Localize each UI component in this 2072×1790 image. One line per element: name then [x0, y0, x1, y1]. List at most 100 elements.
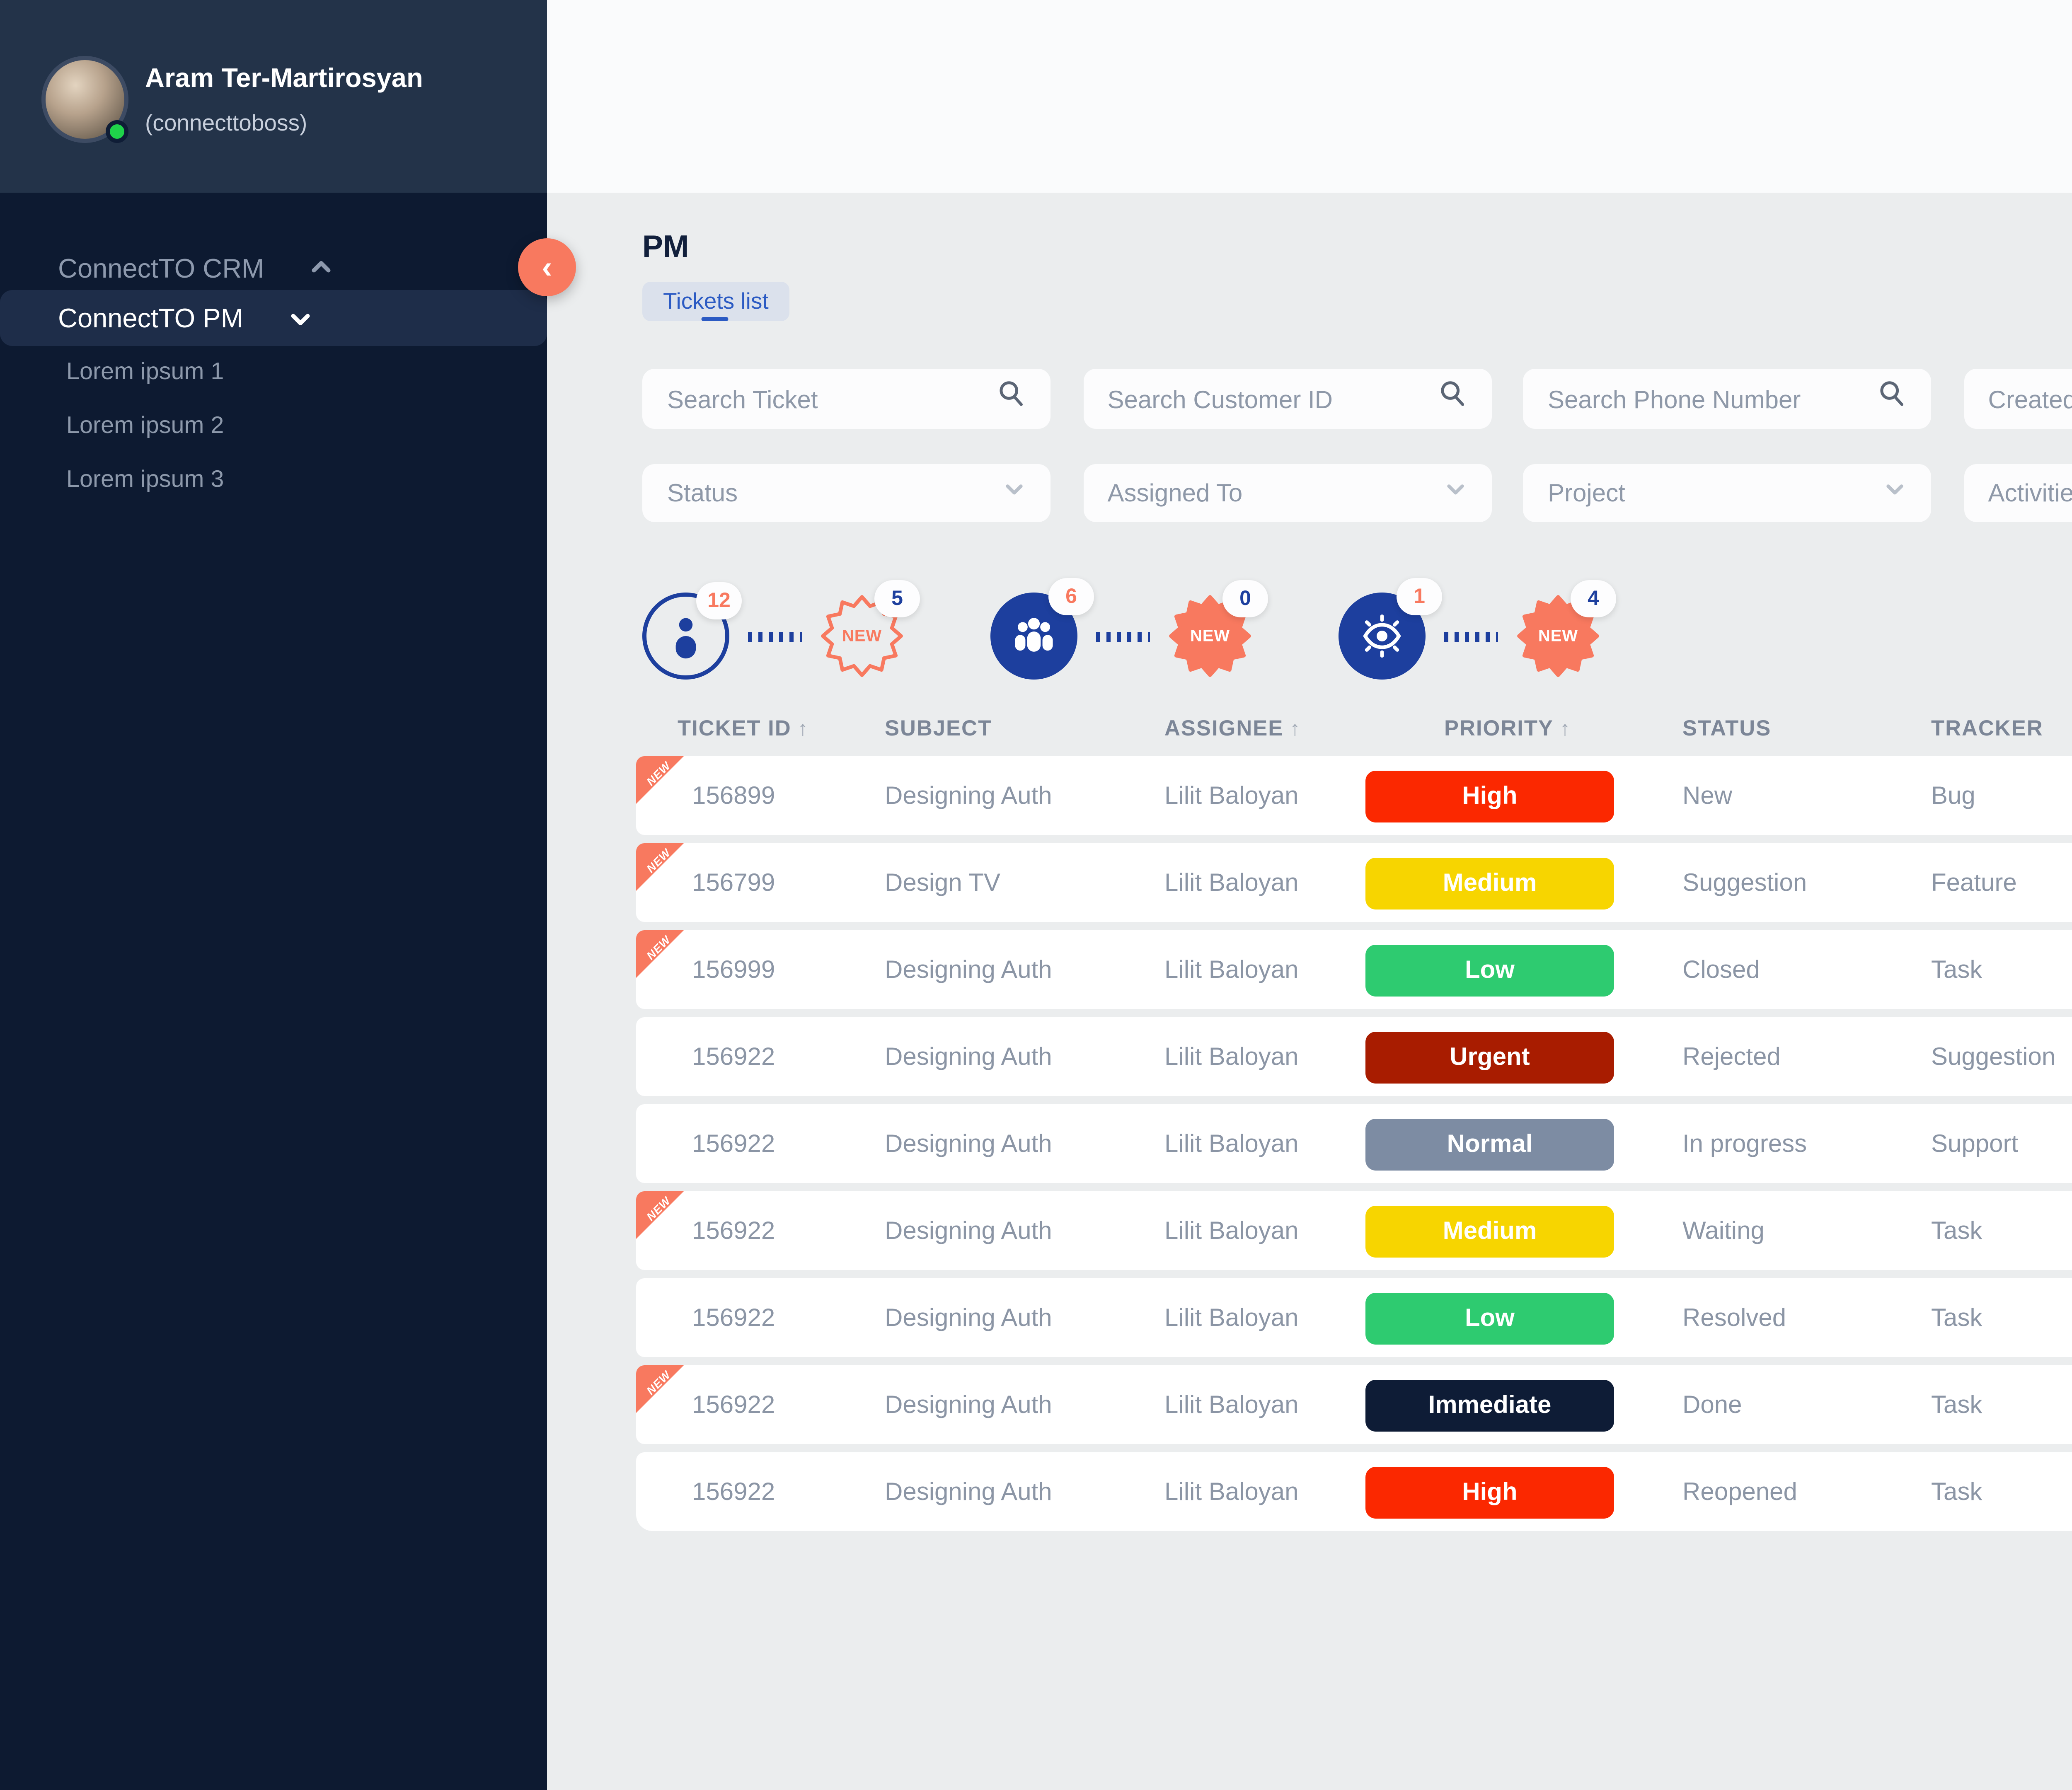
priority-badge: Normal: [1365, 1118, 1614, 1170]
dropdown-status[interactable]: Status: [642, 464, 1051, 522]
placeholder-text: Search Customer ID: [1107, 384, 1333, 414]
column-label: TICKET ID: [678, 717, 792, 742]
group-icon[interactable]: 6: [990, 578, 1094, 680]
new-badge-icon[interactable]: NEW 0: [1169, 580, 1268, 677]
dropdown-label: Assigned To: [1107, 479, 1243, 508]
table-row[interactable]: NEW 156799 Design TV Lilit Baloyan Medium Sug…: [636, 843, 2072, 922]
cell-ticket-id: 156922: [692, 1303, 775, 1332]
priority-badge: Urgent: [1365, 1030, 1614, 1083]
table-row[interactable]: 156922 Designing Auth Lilit Baloyan High Reo…: [636, 1452, 2072, 1531]
table-header: TICKET ID ↑ SUBJECT ASSIGNEE ↑ PRIORITY ↑ STATU…: [636, 717, 2072, 750]
placeholder-text: Search Ticket: [667, 384, 818, 414]
cell-ticket-id: 156922: [692, 1216, 775, 1245]
column-header-tracker: TRACKER: [1931, 717, 2043, 742]
new-ribbon: NEW: [636, 1191, 684, 1239]
chevron-down-icon: [289, 306, 314, 331]
dropdown-project[interactable]: Project: [1523, 464, 1931, 522]
dropdown-activities[interactable]: Activities: [1963, 464, 2072, 522]
cell-status: Waiting: [1682, 1216, 1765, 1245]
person-icon[interactable]: 12: [642, 582, 742, 680]
priority-badge: Immediate: [1365, 1379, 1614, 1431]
cell-tracker: Support: [1931, 1129, 2019, 1158]
cell-assignee: Lilit Baloyan: [1164, 868, 1299, 897]
cell-tracker: Task: [1931, 1477, 1982, 1506]
cell-subject: Designing Auth: [885, 1129, 1052, 1158]
new-badge-icon[interactable]: NEW 5: [821, 580, 920, 677]
search-input[interactable]: Search Customer ID: [1082, 369, 1491, 429]
priority-badge: High: [1365, 769, 1614, 822]
sort-arrow-icon: ↑: [1290, 719, 1301, 742]
dotted-connector: [1096, 631, 1150, 641]
column-header-assignee[interactable]: ASSIGNEE ↑: [1164, 717, 1301, 742]
table-row[interactable]: NEW 156899 Designing Auth Lilit Baloyan High…: [636, 756, 2072, 835]
stat-count-badge: 12: [696, 582, 742, 619]
sidebar-subitem[interactable]: Lorem ipsum 2: [66, 414, 224, 439]
cell-tracker: Suggestion: [1931, 1042, 2056, 1071]
page-title: PM: [642, 230, 689, 265]
new-count-badge: 5: [874, 580, 920, 617]
sidebar-item-connectto-crm[interactable]: ConnectTO CRM: [0, 240, 547, 294]
sidebar: Aram Ter-Martirosyan (connecttoboss) Con…: [0, 0, 547, 1790]
user-name: Aram Ter-Martirosyan: [145, 62, 423, 93]
stat-count-badge: 6: [1048, 578, 1094, 615]
dropdown-assigned-to[interactable]: Assigned To: [1082, 464, 1491, 522]
cell-assignee: Lilit Baloyan: [1164, 781, 1299, 810]
new-count-badge: 4: [1571, 580, 1616, 617]
cell-subject: Designing Auth: [885, 1042, 1052, 1071]
cell-tracker: Task: [1931, 1216, 1982, 1245]
sidebar-subitem[interactable]: Lorem ipsum 1: [66, 360, 224, 385]
dotted-connector: [1444, 631, 1498, 641]
table-row[interactable]: 156922 Designing Auth Lilit Baloyan Low Reso…: [636, 1278, 2072, 1357]
table-row[interactable]: NEW 156999 Designing Auth Lilit Baloyan Low C…: [636, 930, 2072, 1009]
search-icon: [1437, 379, 1466, 418]
stat-group-eye: 1 NEW 4: [1339, 578, 1616, 680]
column-header-subject: SUBJECT: [885, 717, 992, 742]
cell-tracker: Bug: [1931, 781, 1975, 810]
cell-subject: Designing Auth: [885, 1303, 1052, 1332]
cell-subject: Designing Auth: [885, 1216, 1052, 1245]
sidebar-collapse-button[interactable]: ‹: [518, 238, 576, 296]
column-label: PRIORITY: [1444, 717, 1554, 742]
priority-badge: Low: [1365, 1292, 1614, 1344]
chevron-down-icon: [1883, 474, 1906, 512]
cell-subject: Designing Auth: [885, 1390, 1052, 1419]
search-input[interactable]: Search Ticket: [642, 369, 1051, 429]
sidebar-subitem[interactable]: Lorem ipsum 3: [66, 468, 224, 493]
cell-ticket-id: 156799: [692, 868, 775, 897]
online-status-dot: [106, 120, 128, 143]
stat-group-person: 12 NEW 5: [642, 580, 920, 680]
new-label: NEW: [842, 626, 882, 646]
dotted-connector: [748, 631, 802, 641]
column-header-ticket-id[interactable]: TICKET ID ↑: [678, 717, 809, 742]
new-badge-icon[interactable]: NEW 4: [1517, 580, 1616, 677]
placeholder-text: Search Phone Number: [1548, 384, 1801, 414]
search-input[interactable]: Search Phone Number: [1523, 369, 1931, 429]
sidebar-item-connectto-pm[interactable]: ConnectTO PM: [0, 290, 547, 346]
cell-subject: Designing Auth: [885, 955, 1052, 984]
sort-arrow-icon: ↑: [797, 719, 809, 742]
eye-icon[interactable]: 1: [1339, 578, 1442, 680]
cell-status: Resolved: [1682, 1303, 1786, 1332]
new-ribbon: NEW: [636, 1365, 684, 1413]
tab-tickets-list[interactable]: Tickets list: [642, 282, 789, 321]
created-by-select[interactable]: Created By: [1963, 369, 2072, 429]
cell-assignee: Lilit Baloyan: [1164, 1129, 1299, 1158]
cell-ticket-id: 156999: [692, 955, 775, 984]
table-row[interactable]: NEW 156922 Designing Auth Lilit Baloyan Imme…: [636, 1365, 2072, 1444]
priority-badge: Medium: [1365, 1205, 1614, 1257]
new-ribbon: NEW: [636, 756, 684, 804]
cell-ticket-id: 156922: [692, 1129, 775, 1158]
search-icon: [997, 379, 1026, 418]
table-row[interactable]: 156922 Designing Auth Lilit Baloyan Urgent R…: [636, 1017, 2072, 1096]
sidebar-user-card[interactable]: Aram Ter-Martirosyan (connecttoboss): [0, 0, 547, 193]
new-label: NEW: [1190, 626, 1230, 646]
column-label: SUBJECT: [885, 717, 992, 742]
cell-subject: Design TV: [885, 868, 1001, 897]
chevron-down-icon: [1443, 474, 1466, 512]
table-row[interactable]: NEW 156922 Designing Auth Lilit Baloyan Medi…: [636, 1191, 2072, 1270]
column-header-priority[interactable]: PRIORITY ↑: [1444, 717, 1571, 742]
cell-status: Done: [1682, 1390, 1742, 1419]
table-row[interactable]: 156922 Designing Auth Lilit Baloyan Normal I…: [636, 1104, 2072, 1183]
cell-status: In progress: [1682, 1129, 1807, 1158]
stat-group-group: 6 NEW 0: [990, 578, 1268, 680]
